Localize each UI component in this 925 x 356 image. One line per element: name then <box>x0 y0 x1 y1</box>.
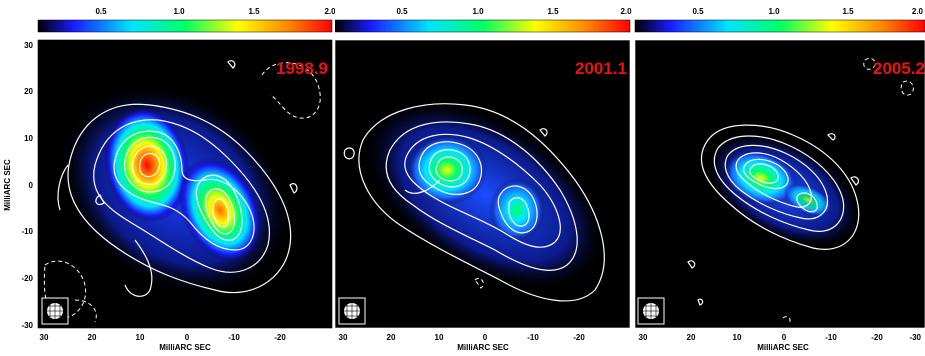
x-tick-label: 30 <box>639 333 648 342</box>
contour-line <box>385 121 578 271</box>
contour-line <box>227 60 236 69</box>
colorbar-tick: 1.5 <box>842 7 854 16</box>
negative-contour-line <box>863 57 876 70</box>
contour-line <box>113 130 255 251</box>
x-tick-label: -10 <box>228 333 240 342</box>
contour-line <box>749 163 779 184</box>
x-axis-label: MilliARC SEC <box>757 343 809 352</box>
contour-line <box>139 152 161 178</box>
contour-line <box>212 198 230 228</box>
x-tick-label: 10 <box>733 333 742 342</box>
contour-line <box>95 194 105 206</box>
x-tick-label: 10 <box>435 333 444 342</box>
colorbar-tick: 2.0 <box>324 7 335 16</box>
epoch-label: 2005.2 <box>873 59 925 78</box>
contour-line <box>123 136 176 193</box>
colorbar-tick: 2.0 <box>620 7 632 16</box>
contour-line <box>195 174 243 241</box>
epoch-label: 1998.9 <box>276 59 328 78</box>
x-axis-label: MilliARC SEC <box>457 343 509 352</box>
contour-line <box>404 179 441 194</box>
x-tick-label: -20 <box>573 333 585 342</box>
contour-line <box>743 158 789 190</box>
y-axis-label: MilliARC SEC <box>3 159 12 211</box>
colorbar <box>634 19 925 33</box>
colorbar <box>37 19 333 33</box>
map-panel-2005: 0.5 1.0 1.5 2.0 <box>633 0 925 356</box>
x-tick-label: 0 <box>782 333 787 342</box>
contour-line <box>358 103 605 302</box>
y-axis: 30 20 10 0 -10 -20 -30 MilliARC SEC <box>3 41 34 330</box>
contour-line <box>687 260 696 269</box>
y-tick-label: -30 <box>21 321 33 330</box>
contour-line <box>724 144 829 220</box>
contour-line <box>508 197 530 227</box>
y-tick-label: 20 <box>24 87 33 96</box>
x-tick-label: 20 <box>387 333 396 342</box>
contour-line <box>735 152 812 208</box>
x-axis: 30 20 10 0 -10 -20 MilliARC SEC <box>339 333 586 352</box>
colorbar-tick: 0.5 <box>692 7 704 16</box>
x-axis-label: MilliARC SEC <box>159 343 211 352</box>
colorbar-tick: 1.0 <box>472 7 484 16</box>
contour-line <box>428 149 471 188</box>
x-tick-label: 20 <box>687 333 696 342</box>
map-panel-2001: 0.5 1.0 1.5 2.0 <box>335 0 633 356</box>
contour-line <box>204 188 236 235</box>
contour-line <box>539 128 548 137</box>
colorbar-tick: 1.5 <box>248 7 260 16</box>
contour-line <box>850 176 860 186</box>
colorbar <box>335 19 631 33</box>
x-tick-label: 0 <box>483 333 488 342</box>
y-tick-label: -20 <box>21 274 33 283</box>
negative-contour-line <box>74 299 97 323</box>
epoch-label: 2001.1 <box>575 59 627 78</box>
negative-contour-line <box>782 316 791 325</box>
x-axis: 30 20 10 0 -10 -20 -30 MilliARC SEC <box>639 333 922 352</box>
map-panel-1998: 0.5 1.0 1.5 2.0 <box>0 0 335 356</box>
contour-line <box>497 185 538 234</box>
contour-line <box>343 147 355 160</box>
contour-line <box>404 133 561 248</box>
contour-line <box>57 164 69 211</box>
contour-line <box>418 141 483 196</box>
x-tick-label: 20 <box>88 333 97 342</box>
colorbar-tick: 1.0 <box>768 7 780 16</box>
y-tick-label: -10 <box>21 227 33 236</box>
x-tick-label: 30 <box>40 333 49 342</box>
contour-line <box>796 192 818 213</box>
contour-line <box>700 124 860 250</box>
contour-line <box>827 133 836 141</box>
colorbar-tick: 0.5 <box>396 7 408 16</box>
x-axis: 30 20 10 0 -10 -20 MilliARC SEC <box>40 333 287 352</box>
contour-line <box>713 135 845 232</box>
contour-line <box>289 183 298 194</box>
y-tick-label: 0 <box>29 181 34 190</box>
x-tick-label: -20 <box>871 333 883 342</box>
y-tick-label: 30 <box>24 41 33 50</box>
x-tick-label: -30 <box>909 333 921 342</box>
colorbar-tick: 1.0 <box>173 7 185 16</box>
contour-line <box>93 119 270 273</box>
x-tick-label: -10 <box>527 333 539 342</box>
contour-line <box>124 239 153 297</box>
x-tick-label: 10 <box>136 333 145 342</box>
negative-contour-line <box>261 62 321 119</box>
x-tick-label: 0 <box>185 333 190 342</box>
contour-line <box>435 156 463 182</box>
y-tick-label: 10 <box>24 134 33 143</box>
contour-line <box>67 103 292 294</box>
colorbar-tick: 0.5 <box>95 7 107 16</box>
x-tick-label: 30 <box>339 333 348 342</box>
contour-line <box>697 298 704 306</box>
x-tick-label: -20 <box>274 333 286 342</box>
contour-line <box>131 145 168 185</box>
colorbar-tick: 2.0 <box>912 7 924 16</box>
colorbar-tick: 1.5 <box>547 7 559 16</box>
negative-contour-line <box>474 277 484 289</box>
x-tick-label: -10 <box>825 333 837 342</box>
